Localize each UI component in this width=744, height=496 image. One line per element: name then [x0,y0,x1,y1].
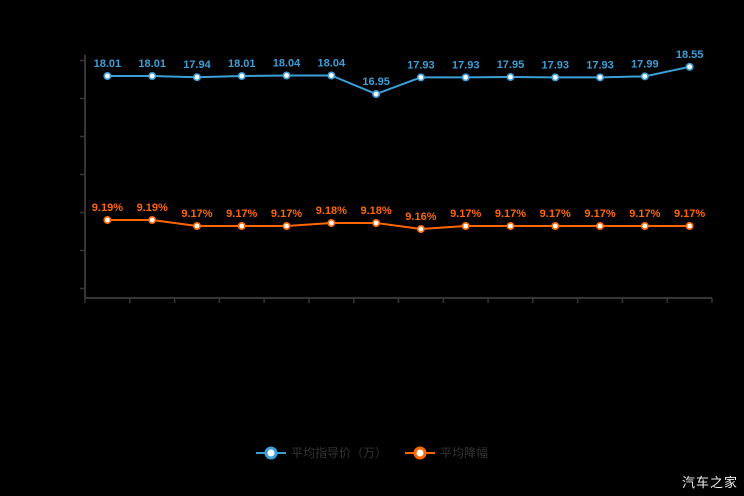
legend-line-marker-icon [255,446,286,460]
data-point-marker[interactable] [685,222,694,231]
data-label: 16.95 [362,76,390,88]
data-label: 9.18% [361,205,392,217]
data-point-marker[interactable] [103,72,112,81]
data-point-marker[interactable] [103,216,112,225]
data-label: 18.01 [94,58,122,70]
data-point-marker[interactable] [640,72,649,81]
data-point-marker[interactable] [506,73,515,82]
data-point-marker[interactable] [148,72,157,81]
series-line-1 [107,219,690,230]
legend-line-marker-icon [405,446,435,460]
data-label: 9.17% [584,208,615,220]
data-label: 9.17% [495,208,526,220]
data-point-marker[interactable] [282,222,291,231]
data-label: 9.17% [271,208,302,220]
data-point-marker[interactable] [237,222,246,231]
data-point-marker[interactable] [416,225,425,234]
data-point-marker[interactable] [685,62,694,71]
data-label: 17.95 [497,59,525,71]
series-line-0 [107,65,690,96]
data-point-marker[interactable] [506,222,515,231]
data-point-marker[interactable] [551,73,560,82]
data-label: 9.19% [137,202,168,214]
data-label: 17.93 [452,59,480,71]
data-point-marker[interactable] [192,73,201,82]
data-label: 9.17% [181,208,212,220]
legend-item-0[interactable]: 平均指导价（万） [255,445,387,461]
data-label: 17.93 [407,59,435,71]
data-label: 17.93 [586,59,614,71]
data-point-marker[interactable] [640,222,649,231]
data-label: 9.17% [226,208,257,220]
data-label: 17.99 [631,58,659,70]
data-label: 9.17% [540,208,571,220]
data-point-marker[interactable] [461,73,470,82]
data-label: 18.55 [676,49,704,61]
data-label: 17.93 [541,59,569,71]
data-point-marker[interactable] [148,216,157,225]
legend-circle [413,446,427,460]
legend-item-label: 平均指导价（万） [290,446,387,460]
data-point-marker[interactable] [282,71,291,80]
data-point-marker[interactable] [327,71,336,80]
data-label: 9.16% [405,211,436,223]
data-label: 18.04 [318,57,346,69]
data-label: 17.94 [183,59,211,71]
data-label: 9.18% [316,205,347,217]
legend-item-1[interactable]: 平均降幅 [405,445,488,461]
legend-item-label: 平均降幅 [440,446,489,460]
data-label: 18.04 [273,57,301,69]
watermark-autohome: 汽车之家 [681,475,738,490]
data-point-marker[interactable] [372,90,381,99]
data-point-marker[interactable] [596,73,605,82]
data-label: 9.17% [629,208,660,220]
data-label: 9.19% [92,202,123,214]
data-point-marker[interactable] [461,222,470,231]
data-point-marker[interactable] [551,222,560,231]
data-point-marker[interactable] [416,73,425,82]
data-label: 18.01 [228,58,256,70]
data-label: 9.17% [674,208,705,220]
data-point-marker[interactable] [192,222,201,231]
chart-legend: 平均指导价（万） 平均降幅 [0,442,744,464]
data-point-marker[interactable] [596,222,605,231]
data-label: 9.17% [450,208,481,220]
legend-circle [264,446,278,460]
data-point-marker[interactable] [372,219,381,228]
data-point-marker[interactable] [327,219,336,228]
data-label: 18.01 [138,58,166,70]
data-point-marker[interactable] [237,72,246,81]
